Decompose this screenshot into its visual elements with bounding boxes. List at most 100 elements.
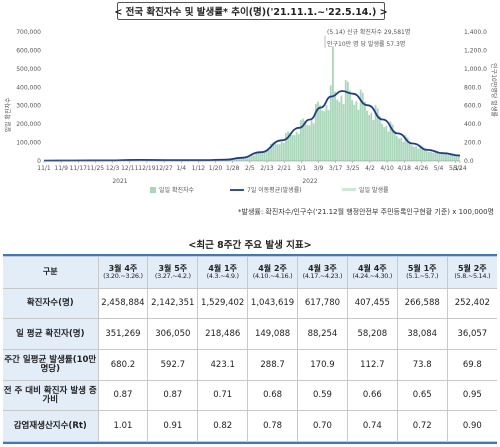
- daily-case-bar: [289, 132, 292, 161]
- y-axis-right-label: 인구10만명당 발생률: [490, 63, 498, 117]
- daily-case-bar: [280, 141, 283, 161]
- y-tick-right: 800.0: [464, 84, 481, 91]
- daily-case-bar: [455, 155, 458, 161]
- daily-case-bar: [325, 105, 328, 161]
- daily-case-bar: [233, 158, 236, 161]
- daily-case-bar: [357, 109, 360, 161]
- table-cell: 617,780: [297, 288, 348, 319]
- table-cell: 1.01: [97, 410, 149, 442]
- table-cell: 149,088: [247, 318, 298, 350]
- daily-case-bar: [425, 151, 428, 161]
- table-cell: 0.95: [446, 380, 497, 411]
- table-cell: 0.71: [197, 380, 249, 411]
- x-tick-label: 1/12: [192, 165, 206, 172]
- x-tick-label: 12/11: [121, 165, 138, 172]
- legend-daily-rate: 일일 발생률: [359, 186, 389, 194]
- daily-case-bar: [332, 46, 334, 161]
- daily-case-bar: [393, 130, 396, 161]
- table-row: 전 주 대비 확진자 발생 증가비 0.87 0.87 0.71 0.68 0.…: [3, 380, 497, 411]
- daily-case-bar: [378, 116, 381, 161]
- y-tick-left: 500,000: [16, 66, 41, 73]
- daily-case-bar: [423, 148, 426, 161]
- y-tick-left: 300,000: [16, 103, 41, 110]
- daily-case-bar: [338, 101, 341, 161]
- daily-case-bar: [302, 118, 304, 161]
- x-tick-label: 3/17: [329, 165, 343, 172]
- y-tick-right: 0.0: [464, 158, 474, 165]
- daily-case-bar: [250, 155, 253, 161]
- daily-case-bar: [263, 151, 266, 161]
- y-tick-left: 200,000: [16, 121, 41, 128]
- daily-case-bar: [259, 151, 262, 161]
- daily-case-bar: [287, 131, 290, 161]
- daily-case-bar: [285, 133, 287, 161]
- y-tick-right: 600.0: [464, 103, 481, 110]
- daily-case-bar: [319, 105, 322, 161]
- daily-case-bar: [295, 131, 298, 161]
- table-cell: 0.59: [297, 380, 348, 411]
- daily-case-bar: [381, 123, 383, 161]
- header-corner: 구분: [3, 256, 99, 289]
- daily-case-bar: [383, 127, 386, 161]
- daily-case-bar: [410, 145, 413, 161]
- table-cell: 306,050: [147, 318, 199, 350]
- daily-case-bar: [278, 144, 281, 161]
- x-tick-label: 11/9: [54, 165, 68, 172]
- table-cell: 170.9: [297, 349, 348, 381]
- y-tick-right: 400.0: [464, 121, 481, 128]
- daily-case-bar: [396, 136, 398, 161]
- x-tick-label: 3/25: [346, 165, 360, 172]
- table-cell: 0.90: [446, 410, 497, 442]
- daily-case-bar: [372, 120, 375, 161]
- daily-case-bar: [261, 151, 264, 161]
- daily-case-bar: [447, 155, 450, 161]
- covid-trend-chart: 0 100,000 200,000 300,000 400,000 500,000 600,…: [4, 28, 498, 194]
- daily-case-bar: [270, 143, 272, 161]
- daily-case-bar: [242, 156, 245, 161]
- daily-case-bar: [329, 85, 332, 161]
- daily-case-bar: [310, 120, 313, 161]
- daily-case-bar: [236, 158, 238, 161]
- daily-case-bar: [268, 150, 270, 161]
- y-tick-left: 700,000: [16, 29, 41, 36]
- daily-case-bar: [449, 153, 452, 161]
- table-cell: 288.7: [247, 349, 298, 381]
- table-cell: 0.70: [297, 410, 348, 442]
- y-tick-right: 200.0: [464, 140, 481, 147]
- table-cell: 112.7: [346, 349, 398, 381]
- table-cell: 2,458,884: [97, 288, 149, 319]
- table-cell: 1,529,402: [197, 288, 249, 319]
- table-cell: 0.68: [247, 380, 298, 411]
- daily-case-bar: [389, 121, 392, 161]
- daily-case-bar: [257, 151, 260, 161]
- daily-case-bar: [248, 156, 251, 161]
- daily-case-bar: [361, 92, 364, 161]
- x-tick-label: 1/20: [209, 165, 223, 172]
- daily-case-bar: [453, 154, 456, 161]
- annotation-incidence: 인구10만 명 당 발생률 57.3명: [327, 40, 405, 48]
- x-tick-label: 2/21: [277, 165, 291, 172]
- daily-case-bar: [297, 134, 300, 161]
- table-cell: 266,588: [396, 288, 448, 319]
- x-tick-label: 12/27: [155, 165, 172, 172]
- table-row: 확진자수(명) 2,458,884 2,142,351 1,529,402 1,…: [3, 288, 497, 319]
- daily-case-bar: [334, 91, 336, 161]
- x-tick-label: 4/2: [365, 165, 375, 172]
- table-cell: 58,208: [346, 318, 398, 350]
- y-axis-left-label: 일일 확진자수: [4, 97, 12, 133]
- table-cell: 0.65: [396, 380, 448, 411]
- daily-case-bar: [430, 151, 432, 161]
- header-week: 5월 1주 (5.1.~5.7.): [396, 256, 448, 289]
- daily-case-bar: [304, 121, 307, 161]
- table-cell: 73.8: [396, 349, 448, 381]
- header-week: 4월 2주 (4.10.~4.16.): [247, 256, 298, 289]
- table-row: 감염재생산지수(Rt) 1.01 0.91 0.82 0.78 0.70 0.7…: [3, 410, 497, 442]
- daily-case-bar: [419, 144, 422, 161]
- daily-case-bar: [317, 101, 319, 161]
- daily-case-bar: [402, 141, 405, 161]
- x-tick-label: 11/25: [87, 165, 104, 172]
- table-cell: 0.74: [346, 410, 398, 442]
- daily-case-bar: [312, 123, 315, 161]
- x-tick-label: 1/28: [226, 165, 240, 172]
- daily-case-bar: [374, 105, 377, 161]
